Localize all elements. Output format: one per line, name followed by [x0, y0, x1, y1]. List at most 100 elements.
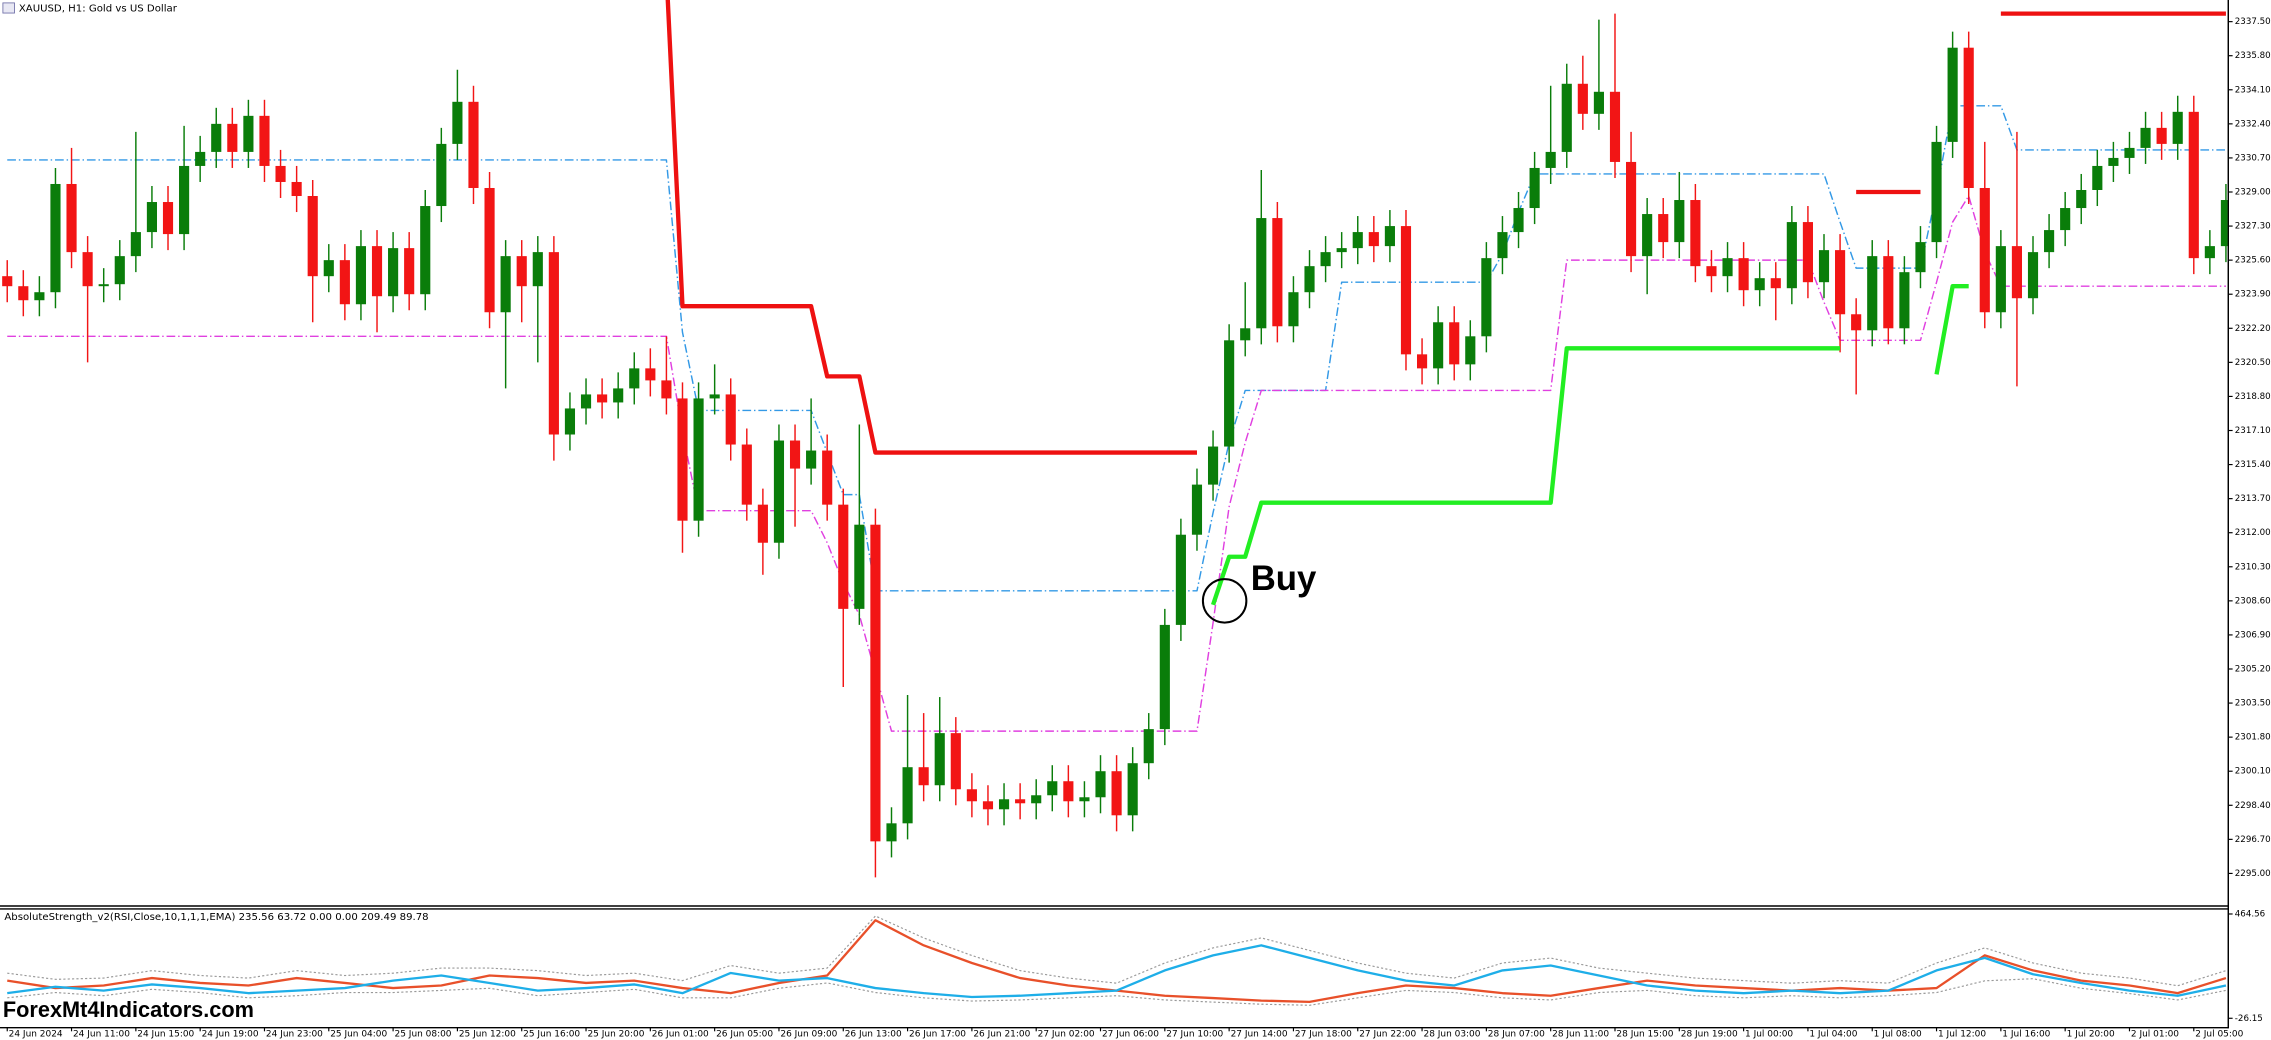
candle-body [1867, 256, 1878, 331]
candle-body [1899, 272, 1910, 329]
candle-body [1915, 242, 1926, 273]
candle-body [2027, 252, 2039, 299]
y-tick-label: 2300.10 [2235, 767, 2271, 777]
candle-body [1690, 200, 1701, 267]
stop-line [1934, 284, 1969, 375]
y-tick-label: 2310.30 [2235, 562, 2271, 572]
x-tick-label: 1 Jul 08:00 [1874, 1030, 1922, 1040]
candle-body [1883, 256, 1894, 329]
candle-body [2, 276, 13, 287]
candle-body [18, 286, 29, 301]
candle-body [355, 246, 367, 305]
candle-body [1995, 246, 2006, 313]
candle-body [1256, 218, 1267, 329]
candle-body [1577, 83, 1588, 114]
candle-body [886, 823, 897, 842]
candle-body [339, 260, 350, 305]
candle-body [1481, 258, 1492, 337]
x-tick-label: 24 Jun 15:00 [137, 1030, 194, 1040]
x-tick-label: 28 Jun 11:00 [1552, 1030, 1609, 1040]
x-tick-label: 26 Jun 21:00 [973, 1030, 1030, 1040]
candle-body [1449, 322, 1460, 365]
x-tick-label: 26 Jun 13:00 [845, 1030, 902, 1040]
candle-body [1143, 729, 1154, 764]
candle-body [1561, 83, 1572, 152]
x-tick-label: 25 Jun 08:00 [395, 1030, 452, 1040]
candle-body [2204, 246, 2215, 259]
candle-body [854, 524, 865, 609]
candle-body [741, 444, 752, 505]
candle-body [2156, 127, 2167, 144]
candle-body [773, 440, 785, 543]
candle-body [1770, 278, 1781, 289]
candle-body [580, 394, 592, 409]
candle-body [1240, 328, 1251, 341]
candle-body [693, 398, 704, 521]
candle-body [1674, 200, 1685, 243]
y-tick-label: 2303.50 [2235, 699, 2271, 709]
candle-body [982, 801, 994, 810]
candle-body [1400, 226, 1412, 355]
candle-body [1722, 258, 1733, 277]
candle-body [1175, 534, 1186, 625]
x-tick-label: 27 Jun 10:00 [1166, 1030, 1223, 1040]
indicator-y-tick-label: 464.56 [2235, 909, 2265, 919]
x-tick-label: 26 Jun 09:00 [780, 1030, 837, 1040]
candle-body [1288, 292, 1299, 327]
x-tick-label: 27 Jun 22:00 [1359, 1030, 1416, 1040]
y-tick-label: 2329.00 [2235, 188, 2271, 198]
candle-body [404, 248, 415, 295]
candle-body [307, 196, 318, 277]
x-tick-label: 25 Jun 16:00 [523, 1030, 580, 1040]
candle-body [1433, 322, 1444, 369]
level-line [7, 105, 2226, 592]
candle-body [452, 101, 463, 144]
candle-body [1818, 250, 1830, 283]
candle-body [2076, 189, 2087, 209]
x-tick-label: 1 Jul 00:00 [1745, 1030, 1793, 1040]
candle-body [82, 252, 93, 287]
candle-body [1095, 771, 1106, 798]
candle-body [1127, 763, 1138, 816]
candle-body [564, 408, 576, 435]
candle-body [870, 524, 881, 842]
candle-body [98, 284, 109, 287]
candle-body [291, 181, 302, 197]
candle-body [918, 767, 929, 786]
y-tick-label: 2337.50 [2235, 17, 2271, 27]
x-tick-label: 1 Jul 20:00 [2067, 1030, 2115, 1040]
y-tick-label: 2306.90 [2235, 630, 2271, 640]
x-tick-label: 28 Jun 03:00 [1424, 1030, 1481, 1040]
candle-body [1063, 781, 1074, 802]
annotation-marker [1201, 578, 1248, 624]
candle-body [436, 143, 447, 207]
candle-body [146, 202, 158, 233]
candle-body [66, 183, 77, 253]
candle-body [2140, 127, 2151, 148]
candle-body [1336, 248, 1347, 253]
stop-line [1210, 346, 1841, 606]
candle-body [130, 232, 141, 257]
indicator-label: AbsoluteStrength_v2(RSI,Close,10,1,1,1,E… [4, 912, 428, 923]
candle-body [179, 165, 190, 235]
x-tick-label: 27 Jun 02:00 [1038, 1030, 1095, 1040]
annotation-text: Buy [1251, 560, 1317, 598]
candle-body [2044, 230, 2055, 253]
candle-body [1609, 91, 1621, 162]
x-tick-label: 1 Jul 16:00 [2002, 1030, 2050, 1040]
x-tick-label: 28 Jun 07:00 [1488, 1030, 1545, 1040]
candle-body [789, 440, 801, 469]
candle-body [966, 789, 977, 802]
x-tick-label: 27 Jun 14:00 [1231, 1030, 1288, 1040]
y-tick-label: 2334.10 [2235, 85, 2271, 95]
candle-body [516, 256, 527, 287]
candle-body [1754, 278, 1765, 291]
candle-body [1738, 258, 1749, 291]
y-tick-label: 2330.70 [2235, 153, 2271, 163]
y-tick-label: 2332.40 [2235, 119, 2271, 129]
y-tick-label: 2313.70 [2235, 494, 2271, 504]
y-tick-label: 2298.40 [2235, 801, 2271, 811]
candle-body [1706, 266, 1717, 277]
y-tick-label: 2322.20 [2235, 324, 2271, 334]
